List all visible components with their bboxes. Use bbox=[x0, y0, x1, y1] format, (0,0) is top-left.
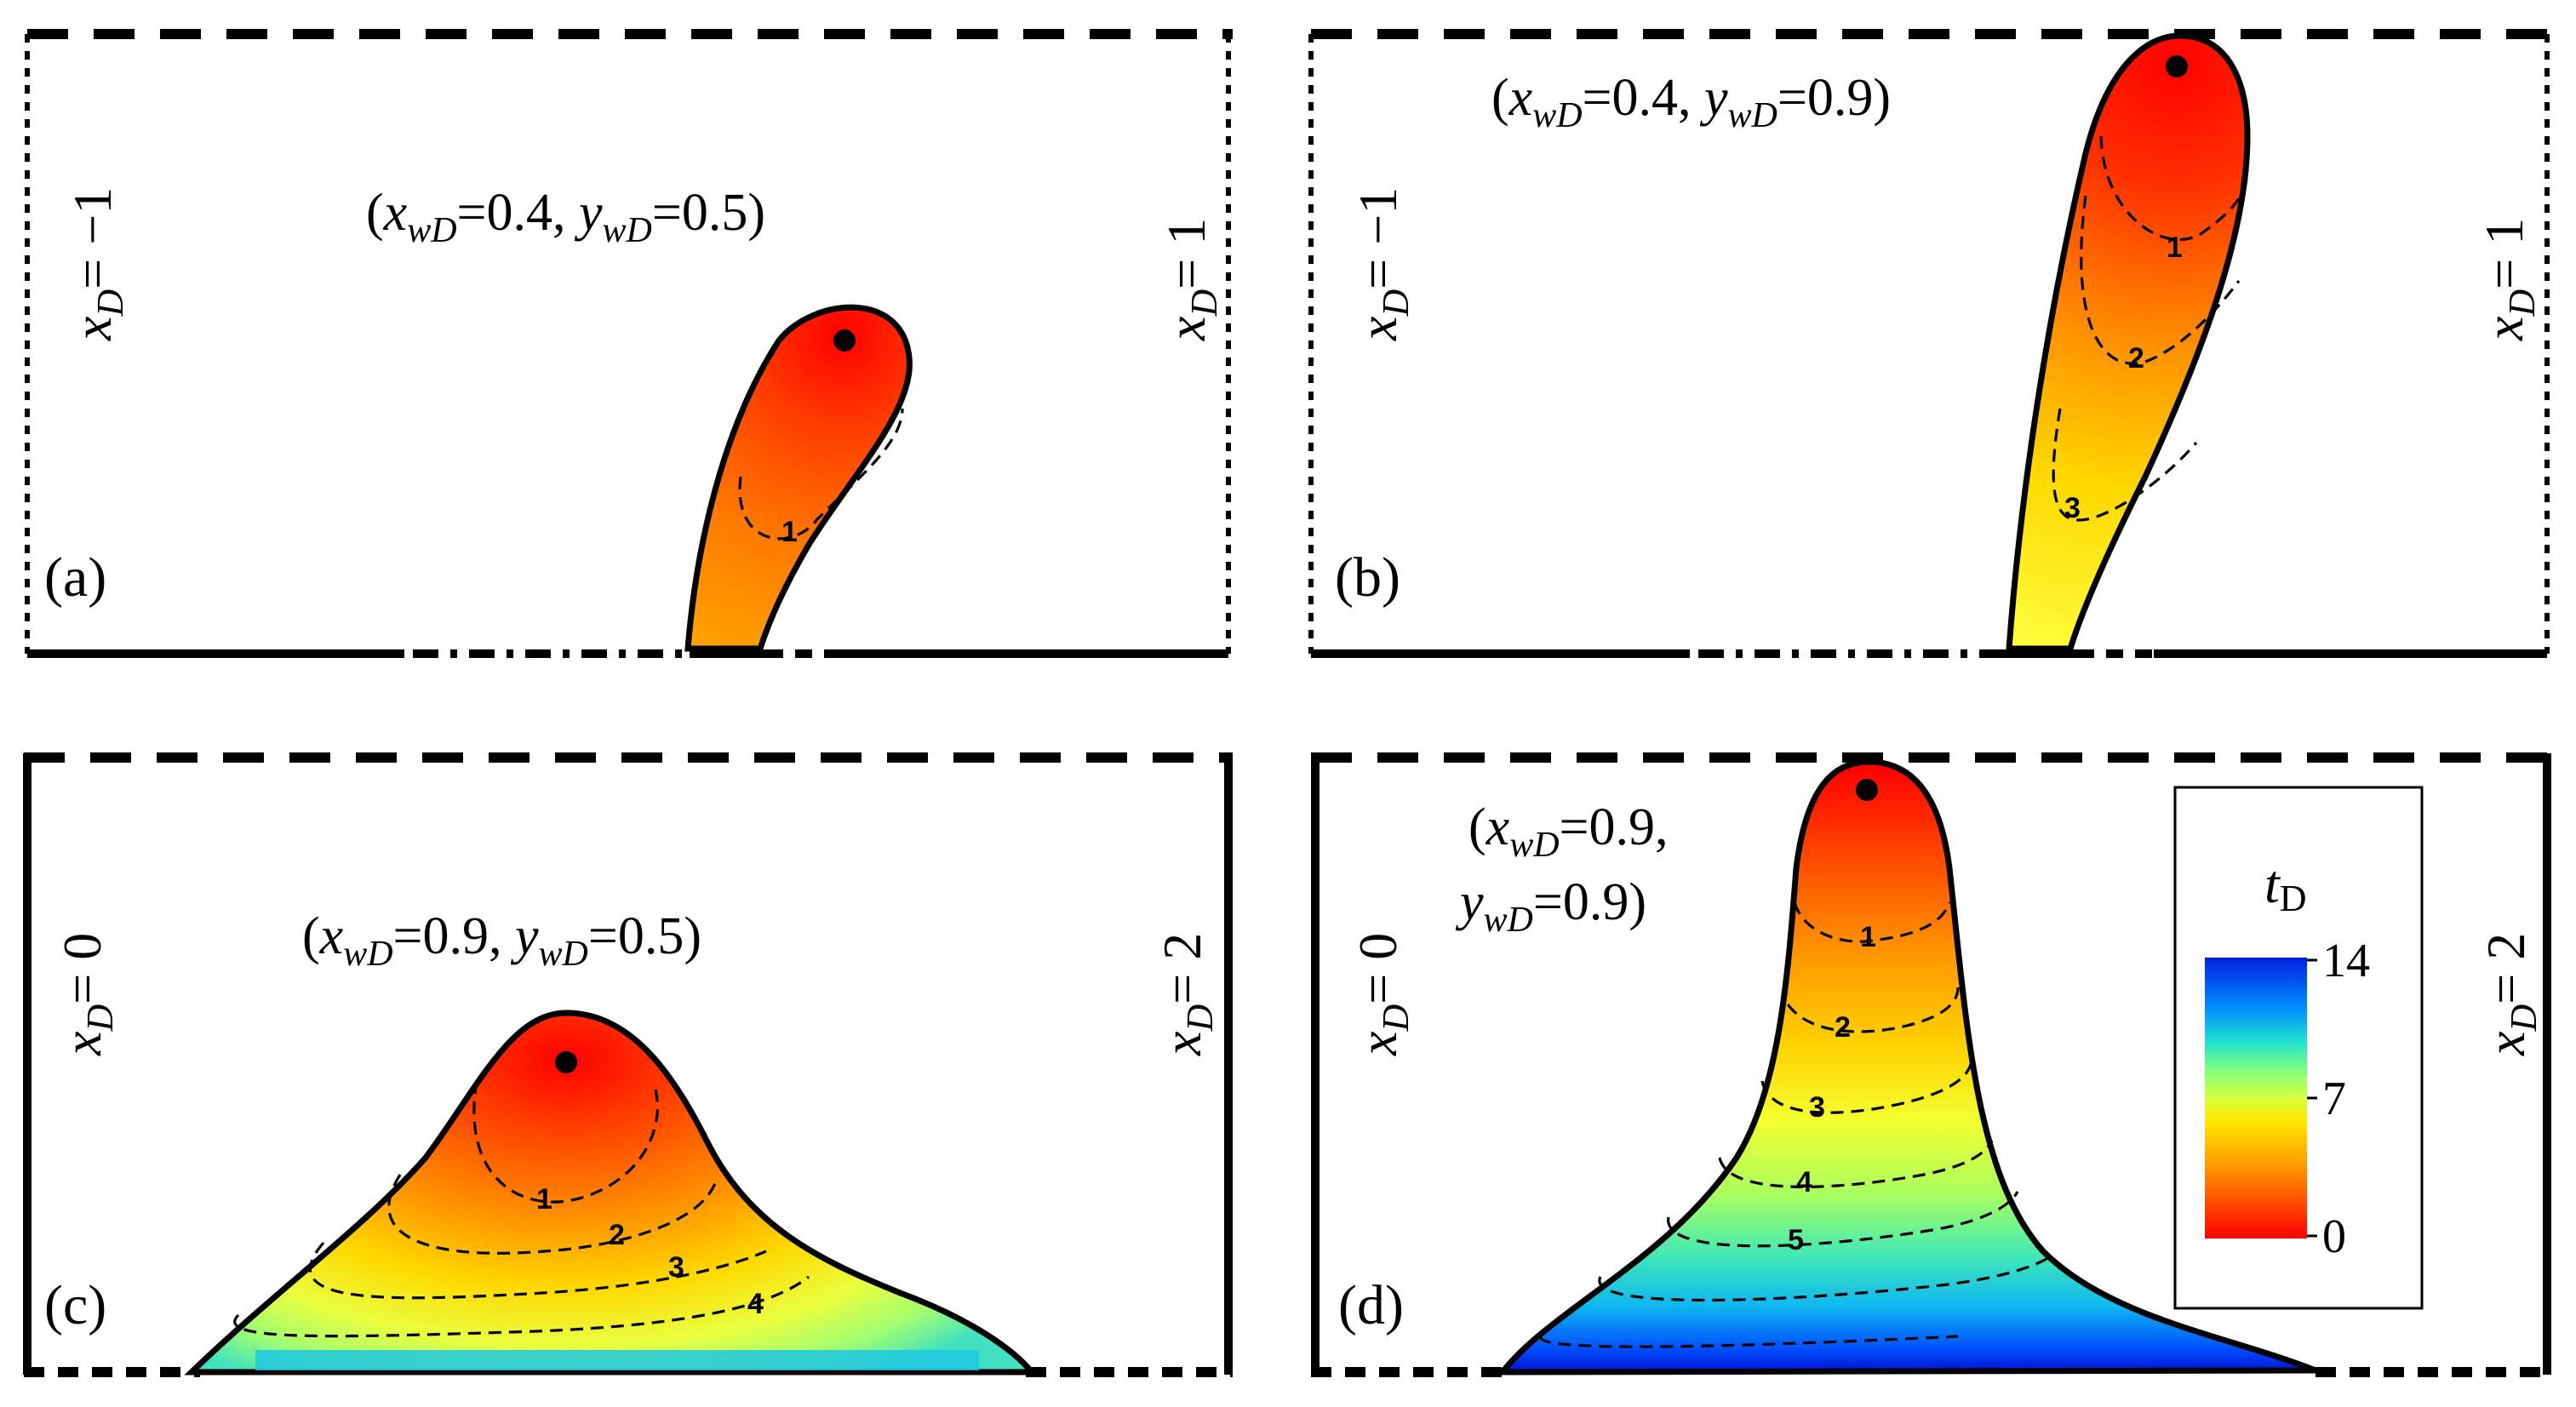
contour-c-1 bbox=[472, 1080, 659, 1204]
contour-label-d-3: 3 bbox=[1809, 1091, 1825, 1124]
panel-label-b: (b) bbox=[1335, 546, 1400, 609]
plume-a bbox=[684, 304, 913, 652]
contour-d-3 bbox=[1760, 1063, 1972, 1114]
right-boundary-label-b: xD= 1 bbox=[2474, 218, 2543, 341]
right-boundary-label-a: xD= 1 bbox=[1156, 218, 1225, 341]
panel-c: 1 2 3 4 (xwD=0.9, ywD=0.5) xD= 0 xD= 2 (… bbox=[23, 752, 1233, 1377]
contour-c-4 bbox=[233, 1275, 810, 1338]
well-label-b: (xwD=0.4, ywD=0.9) bbox=[1491, 69, 1891, 135]
colorbar-ramp bbox=[2205, 958, 2307, 1238]
contour-label-c-3: 3 bbox=[668, 1251, 684, 1284]
colorbar-label-14: 14 bbox=[2322, 935, 2370, 987]
contour-label-d-4: 4 bbox=[1796, 1166, 1812, 1198]
plume-d bbox=[1496, 758, 2317, 1376]
contour-d-7 bbox=[1539, 1335, 1959, 1348]
plume-c bbox=[184, 1009, 1039, 1376]
left-boundary-label-d: xD= 0 bbox=[1348, 933, 1417, 1056]
contour-label-c-4: 4 bbox=[747, 1288, 764, 1320]
plume-c-base bbox=[255, 1350, 979, 1370]
panel-label-c: (c) bbox=[44, 1274, 106, 1336]
well-label-a: (xwD=0.4, ywD=0.5) bbox=[366, 184, 765, 250]
contour-label-b-1: 1 bbox=[2167, 232, 2183, 264]
panel-d: 1 2 3 4 5 (xwD=0.9, ywD=0.9) xD= 0 xD= 2… bbox=[1311, 752, 2552, 1377]
contour-c-3 bbox=[309, 1241, 767, 1300]
panel-b: 1 2 3 (xwD=0.4, ywD=0.9) xD= −1 xD= 1 (b… bbox=[1308, 29, 2552, 658]
left-boundary-label-b: xD= −1 bbox=[1348, 187, 1417, 341]
well-label-d-line1: (xwD=0.9, bbox=[1468, 798, 1669, 865]
well-marker-d bbox=[1856, 779, 1878, 801]
contour-label-c-2: 2 bbox=[609, 1219, 625, 1251]
left-boundary-label-a: xD= −1 bbox=[62, 187, 131, 341]
panel-label-d: (d) bbox=[1338, 1274, 1404, 1336]
contour-label-d-2: 2 bbox=[1835, 1011, 1851, 1044]
well-label-d-line2: ywD=0.9) bbox=[1455, 873, 1646, 940]
colorbar-label-0: 0 bbox=[2322, 1210, 2346, 1263]
contour-d-4 bbox=[1718, 1140, 1994, 1189]
well-label-c: (xwD=0.9, ywD=0.5) bbox=[302, 907, 701, 974]
panel-a: 1 (xwD=0.4, ywD=0.5) xD= −1 xD= 1 (a) bbox=[25, 29, 1233, 658]
well-marker-a bbox=[833, 329, 856, 352]
contour-label-d-1: 1 bbox=[1860, 921, 1876, 953]
well-marker-c bbox=[555, 1051, 577, 1073]
contour-label-b-2: 2 bbox=[2128, 342, 2144, 375]
contour-d-2 bbox=[1786, 987, 1960, 1033]
well-marker-b bbox=[2166, 55, 2188, 77]
colorbar-label-7: 7 bbox=[2322, 1072, 2346, 1125]
contour-c-2 bbox=[387, 1174, 717, 1255]
right-boundary-label-d: xD= 2 bbox=[2476, 933, 2545, 1056]
contour-b-2 bbox=[2080, 195, 2241, 365]
contour-label-b-3: 3 bbox=[2064, 492, 2081, 524]
contour-label-d-5: 5 bbox=[1788, 1224, 1804, 1256]
left-boundary-label-c: xD= 0 bbox=[52, 933, 121, 1056]
contour-b-1 bbox=[2099, 135, 2249, 241]
colorbar-title: tD bbox=[2264, 854, 2307, 919]
right-boundary-label-c: xD= 2 bbox=[1152, 933, 1221, 1056]
plume-b bbox=[2006, 32, 2251, 652]
colorbar-legend: tD 14 7 0 bbox=[2173, 786, 2424, 1310]
panel-label-a: (a) bbox=[44, 546, 106, 609]
contour-d-1 bbox=[1793, 901, 1951, 943]
contour-label-c-1: 1 bbox=[536, 1183, 552, 1215]
contour-a-1 bbox=[738, 408, 904, 540]
contour-b-3 bbox=[2052, 408, 2198, 522]
contour-label-a-1: 1 bbox=[781, 516, 798, 548]
